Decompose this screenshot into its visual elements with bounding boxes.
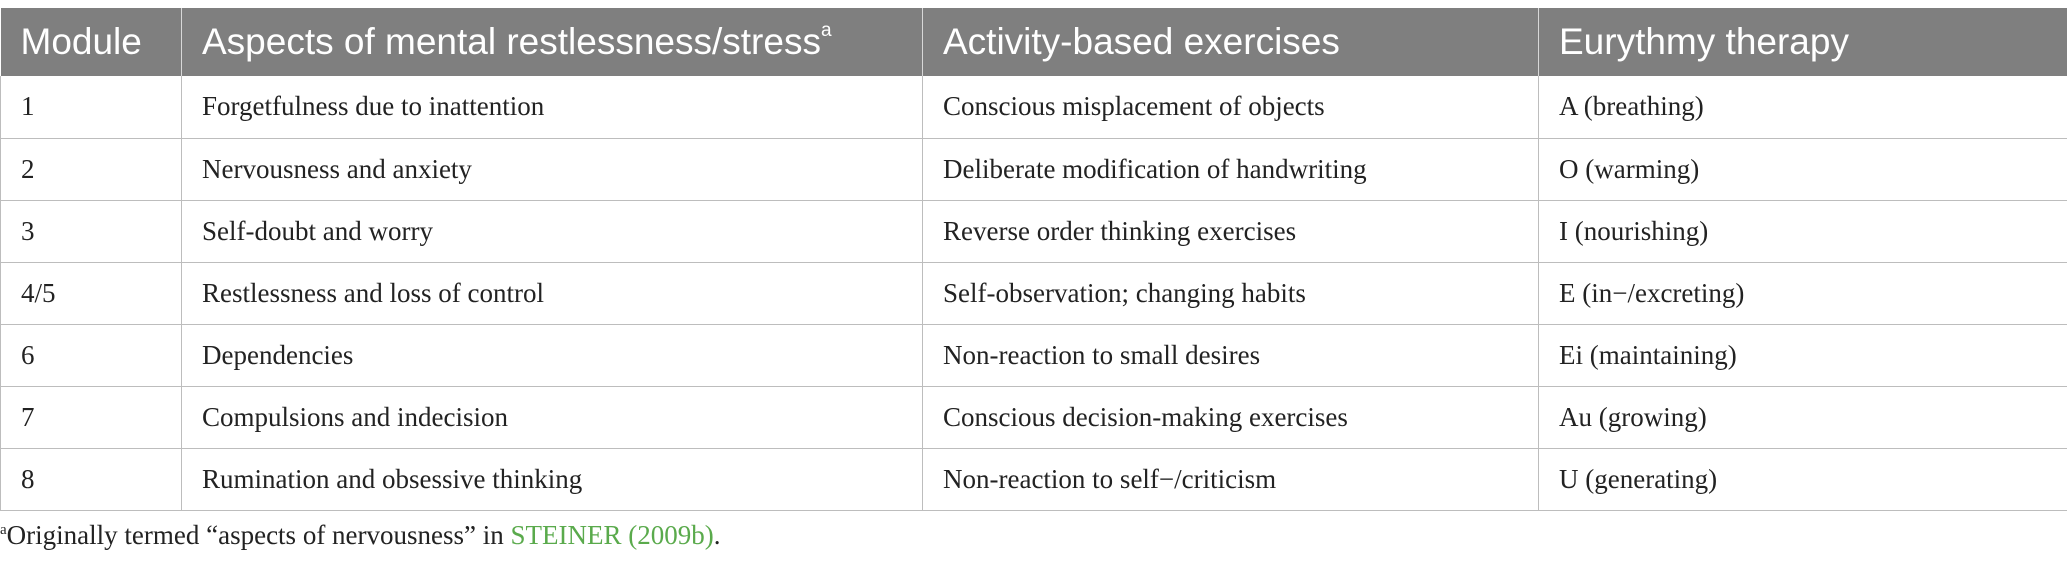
- header-eurythmy: Eurythmy therapy: [1538, 8, 2067, 76]
- table-row: 1 Forgetfulness due to inattention Consc…: [0, 76, 2067, 139]
- cell-aspect: Nervousness and anxiety: [181, 138, 923, 201]
- table-header: Module Aspects of mental restlessness/st…: [0, 8, 2067, 76]
- header-activity-label: Activity-based exercises: [943, 21, 1340, 62]
- table-body: 1 Forgetfulness due to inattention Consc…: [0, 76, 2067, 511]
- cell-aspect: Forgetfulness due to inattention: [181, 76, 923, 139]
- cell-activity: Reverse order thinking exercises: [922, 200, 1539, 263]
- table-row: 3 Self-doubt and worry Reverse order thi…: [0, 200, 2067, 263]
- cell-activity: Conscious misplacement of objects: [922, 76, 1539, 139]
- cell-eurythmy: E (in−/excreting): [1538, 262, 2067, 325]
- cell-module: 8: [0, 448, 182, 511]
- cell-module: 3: [0, 200, 182, 263]
- cell-activity: Deliberate modification of handwriting: [922, 138, 1539, 201]
- header-module-label: Module: [20, 21, 142, 62]
- footnote-text-end: .: [713, 520, 721, 550]
- header-module: Module: [0, 8, 182, 76]
- cell-module: 4/5: [0, 262, 182, 325]
- header-aspects: Aspects of mental restlessness/stressa: [181, 8, 923, 76]
- cell-activity: Conscious decision-making exercises: [922, 386, 1539, 449]
- cell-aspect: Restlessness and loss of control: [181, 262, 923, 325]
- cell-activity: Self-observation; changing habits: [922, 262, 1539, 325]
- header-aspects-footnote-marker: a: [820, 20, 832, 41]
- cell-module: 1: [0, 76, 182, 139]
- header-row: Module Aspects of mental restlessness/st…: [0, 8, 2067, 76]
- footnote-text: Originally termed “aspects of nervousnes…: [6, 520, 511, 550]
- table-row: 7 Compulsions and indecision Conscious d…: [0, 386, 2067, 449]
- cell-eurythmy: I (nourishing): [1538, 200, 2067, 263]
- cell-activity: Non-reaction to self−/criticism: [922, 448, 1539, 511]
- header-aspects-label: Aspects of mental restlessness/stress: [202, 21, 821, 62]
- footnote-marker: a: [0, 522, 7, 538]
- header-activity: Activity-based exercises: [922, 8, 1539, 76]
- footnote-reference-link[interactable]: STEINER (2009b): [510, 520, 714, 550]
- table-row: 4/5 Restlessness and loss of control Sel…: [0, 262, 2067, 325]
- cell-aspect: Compulsions and indecision: [181, 386, 923, 449]
- cell-activity: Non-reaction to small desires: [922, 324, 1539, 387]
- header-eurythmy-label: Eurythmy therapy: [1559, 21, 1849, 62]
- modules-table: Module Aspects of mental restlessness/st…: [0, 8, 2067, 511]
- table-footnote: aOriginally termed “aspects of nervousne…: [0, 520, 721, 551]
- table-row: 8 Rumination and obsessive thinking Non-…: [0, 448, 2067, 511]
- cell-eurythmy: Au (growing): [1538, 386, 2067, 449]
- cell-module: 2: [0, 138, 182, 201]
- table-row: 6 Dependencies Non-reaction to small des…: [0, 324, 2067, 387]
- cell-module: 7: [0, 386, 182, 449]
- cell-aspect: Dependencies: [181, 324, 923, 387]
- cell-aspect: Self-doubt and worry: [181, 200, 923, 263]
- cell-eurythmy: A (breathing): [1538, 76, 2067, 139]
- cell-eurythmy: Ei (maintaining): [1538, 324, 2067, 387]
- cell-eurythmy: U (generating): [1538, 448, 2067, 511]
- table-row: 2 Nervousness and anxiety Deliberate mod…: [0, 138, 2067, 201]
- cell-eurythmy: O (warming): [1538, 138, 2067, 201]
- table-container: Module Aspects of mental restlessness/st…: [0, 8, 2067, 511]
- cell-module: 6: [0, 324, 182, 387]
- cell-aspect: Rumination and obsessive thinking: [181, 448, 923, 511]
